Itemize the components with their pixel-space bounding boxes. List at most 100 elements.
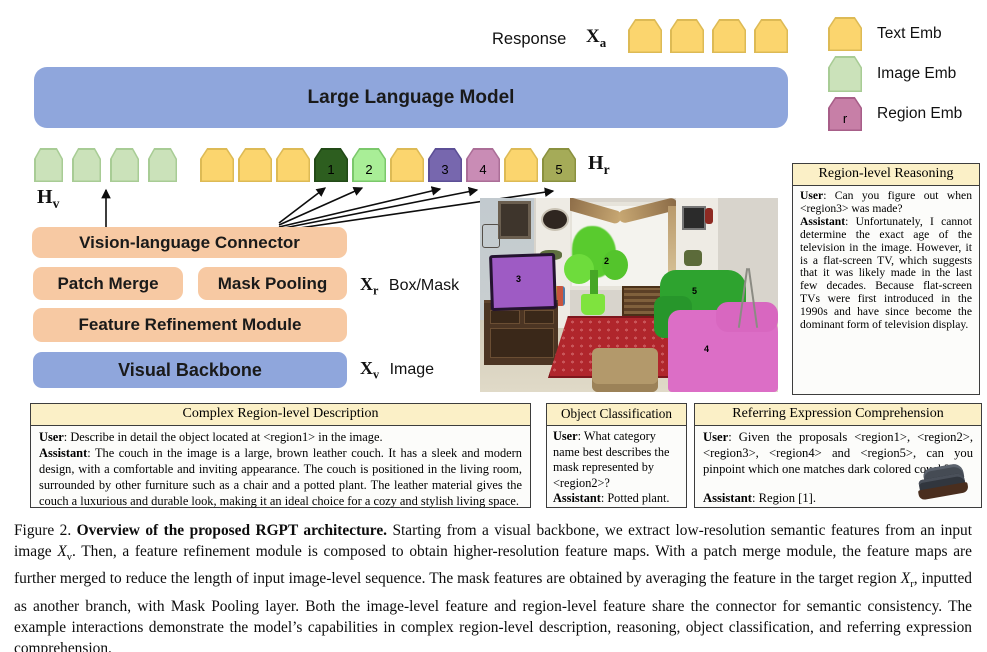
- wall-picture-frame: [498, 201, 531, 239]
- region-token-3: 3: [428, 148, 462, 182]
- assistant-label: Assistant: [39, 446, 88, 461]
- region-emb-icon: r: [828, 97, 862, 131]
- token-label: 4: [479, 162, 487, 177]
- ottoman: [592, 348, 658, 392]
- living-room-photo: 3 2 5 4: [480, 198, 778, 392]
- description-panel: Complex Region-level Description User: D…: [30, 403, 531, 508]
- plant-pot: [581, 294, 605, 315]
- figure-caption: Figure 2. Overview of the proposed RGPT …: [14, 522, 973, 652]
- classification-panel-title: Object Classification: [547, 404, 686, 426]
- classification-panel: Object Classification User: What categor…: [546, 403, 687, 508]
- description-panel-title: Complex Region-level Description: [31, 404, 530, 426]
- image-emb-icon: [828, 56, 862, 92]
- hr-symbol: Hr: [588, 152, 610, 177]
- user-label: User: [39, 430, 64, 444]
- text-emb-token: [754, 19, 788, 53]
- token-label: 3: [441, 162, 449, 177]
- referring-panel-body: User: Given the proposals <region1>, <re…: [703, 430, 973, 505]
- referring-panel: Referring Expression Comprehension User:…: [694, 403, 982, 508]
- xr-label: Xr Box/Mask: [360, 274, 460, 298]
- legend-label: Text Emb: [877, 25, 942, 42]
- token-label: 2: [365, 162, 373, 177]
- region-label-3: 3: [516, 274, 522, 284]
- image-emb-token: [34, 148, 63, 182]
- wire-art: [482, 224, 500, 248]
- plant-crown-mask: [602, 250, 628, 280]
- shelf-plate: [541, 208, 569, 231]
- pink-couch-back-mask: [716, 302, 778, 332]
- region-token-1: 1: [314, 148, 348, 182]
- caption-title: Overview of the proposed RGPT architectu…: [76, 522, 393, 539]
- region-token-5: 5: [542, 148, 576, 182]
- caption-math-xv: Xv: [57, 543, 72, 564]
- text-emb-token: [504, 148, 538, 182]
- hv-symbol: Hv: [37, 186, 60, 211]
- caption-math-xr: Xr: [900, 570, 914, 591]
- plant-crown-mask: [564, 254, 594, 284]
- shelf-art: [682, 206, 706, 230]
- text-emb-token: [200, 148, 234, 182]
- text-emb-token: [670, 19, 704, 53]
- image-emb-token: [72, 148, 101, 182]
- user-label: User: [703, 430, 729, 444]
- caption-figure-label: Figure 2.: [14, 522, 77, 539]
- token-label: 1: [327, 162, 335, 177]
- region-label-4: 4: [704, 344, 710, 354]
- visual-backbone-box: Visual Backbone: [33, 352, 347, 388]
- text-emb-token: [276, 148, 310, 182]
- red-vase: [705, 208, 713, 224]
- text-emb-token: [712, 19, 746, 53]
- region-label-2: 2: [604, 256, 610, 266]
- llm-box: Large Language Model: [34, 67, 788, 128]
- shelf-clock: [684, 250, 702, 266]
- legend-label: Image Emb: [877, 65, 957, 82]
- referring-panel-title: Referring Expression Comprehension: [695, 404, 981, 426]
- assistant-label: Assistant: [553, 491, 601, 506]
- text-emb-icon: [828, 17, 862, 51]
- arrow-to-region-4: [278, 186, 479, 230]
- tv-region-mask: [489, 252, 557, 312]
- reasoning-panel-title: Region-level Reasoning: [793, 164, 979, 186]
- response-label: Response: [492, 30, 567, 48]
- tv-stand-drawer: [490, 310, 520, 324]
- xa-symbol: Xa: [586, 26, 607, 50]
- llm-label: Large Language Model: [307, 86, 515, 108]
- token-label: 5: [555, 162, 563, 177]
- patch-merge-box: Patch Merge: [33, 267, 183, 300]
- legend-label: Region Emb: [877, 105, 963, 122]
- description-panel-body: User: Describe in detail the object loca…: [39, 430, 522, 509]
- arrow-to-region-3: [278, 186, 442, 228]
- legend: Text Emb Image Emb r Region Emb: [828, 14, 962, 134]
- image-token-row: [34, 148, 177, 182]
- region-label-5: 5: [692, 286, 698, 296]
- response-token-row: [628, 19, 788, 53]
- text-emb-token: [390, 148, 424, 182]
- classification-panel-body: User: What category name best describes …: [553, 429, 670, 506]
- arrow-to-region-1: [278, 187, 327, 224]
- legend-item-image-emb: Image Emb: [828, 54, 962, 94]
- assistant-label: Assistant: [703, 490, 752, 505]
- mask-pooling-box: Mask Pooling: [198, 267, 347, 300]
- tv-stand-cabinet: [490, 328, 554, 358]
- xv-label: Xv Image: [360, 358, 435, 382]
- feature-refinement-module-box: Feature Refinement Module: [33, 308, 347, 342]
- legend-item-text-emb: Text Emb: [828, 14, 962, 54]
- image-emb-token: [148, 148, 177, 182]
- assistant-label: Assistant: [800, 214, 846, 228]
- user-label: User: [553, 429, 578, 443]
- reasoning-panel-body: User: Can you figure out when <region3> …: [800, 189, 972, 332]
- user-label: User: [800, 189, 824, 202]
- tv-stand-drawer: [524, 310, 554, 324]
- main-token-row: 1 2 3 4 5: [200, 148, 576, 182]
- text-emb-token: [628, 19, 662, 53]
- plant-trunk: [590, 270, 598, 298]
- region-token-2: 2: [352, 148, 386, 182]
- arrow-to-region-2: [278, 187, 364, 226]
- legend-item-region-emb: r Region Emb: [828, 94, 962, 134]
- reasoning-panel: Region-level Reasoning User: Can you fig…: [792, 163, 980, 395]
- image-emb-token: [110, 148, 139, 182]
- region-token-4: 4: [466, 148, 500, 182]
- vision-language-connector-box: Vision-language Connector: [32, 227, 347, 258]
- text-emb-token: [238, 148, 272, 182]
